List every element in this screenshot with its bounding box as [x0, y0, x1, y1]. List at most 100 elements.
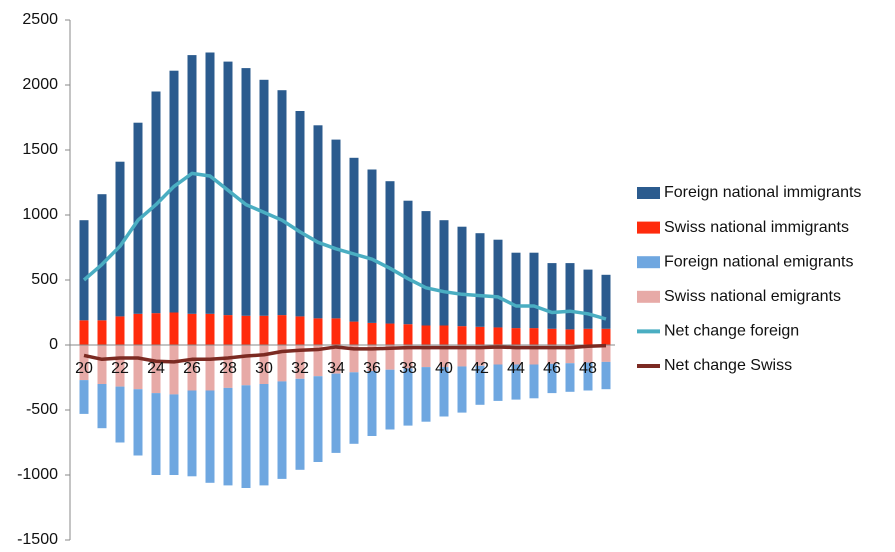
x-tick-label: 26	[183, 360, 201, 377]
bar	[439, 345, 449, 368]
bar	[529, 252, 539, 329]
bar	[79, 345, 89, 381]
bar	[169, 394, 179, 475]
bar	[493, 345, 503, 365]
bar	[151, 345, 161, 394]
bar	[367, 169, 377, 323]
y-tick-label: -500	[26, 401, 58, 418]
x-tick-label: 42	[471, 360, 489, 377]
legend-swatch	[637, 187, 660, 199]
bar	[97, 194, 107, 321]
bar	[547, 263, 557, 329]
bar	[565, 329, 575, 345]
bar	[493, 364, 503, 401]
bar	[259, 384, 269, 486]
bar	[439, 325, 449, 345]
bar	[223, 387, 233, 486]
bar	[475, 326, 485, 345]
legend-swatch	[637, 290, 660, 303]
x-tick-label: 24	[147, 360, 165, 377]
bar	[565, 263, 575, 330]
legend-label: Net change foreign	[664, 323, 799, 340]
bar	[241, 315, 251, 345]
bar	[583, 269, 593, 329]
bar	[385, 345, 395, 370]
bar	[421, 345, 431, 368]
bar	[529, 345, 539, 365]
bar	[493, 239, 503, 328]
bar	[277, 381, 287, 479]
x-tick-label: 22	[111, 360, 129, 377]
bar	[295, 378, 305, 470]
bar	[79, 380, 89, 414]
bar	[475, 233, 485, 327]
bar	[169, 70, 179, 313]
x-tick-label: 46	[543, 360, 561, 377]
x-tick-label: 36	[363, 360, 381, 377]
legend-label: Foreign national immigrants	[664, 184, 861, 201]
bar	[241, 385, 251, 488]
bar	[349, 321, 359, 345]
bar	[403, 324, 413, 345]
bar	[133, 313, 143, 345]
bar	[259, 345, 269, 384]
bar	[313, 345, 323, 377]
bar	[277, 315, 287, 345]
bar	[547, 363, 557, 394]
bar	[601, 274, 611, 329]
bar	[367, 322, 377, 345]
bar	[421, 367, 431, 422]
x-tick-label: 30	[255, 360, 273, 377]
bar	[151, 393, 161, 475]
line	[82, 171, 607, 321]
bar	[349, 157, 359, 322]
bar	[439, 367, 449, 417]
bar	[475, 345, 485, 366]
bar	[97, 320, 107, 345]
bar	[547, 328, 557, 345]
bar	[349, 345, 359, 373]
bar	[115, 386, 125, 443]
bar	[97, 384, 107, 429]
x-tick-label: 20	[75, 360, 93, 377]
bar	[565, 345, 575, 364]
bar	[133, 345, 143, 390]
legend-swatch	[637, 221, 660, 234]
bar	[169, 312, 179, 345]
bar	[331, 345, 341, 374]
bar	[439, 220, 449, 326]
bar	[331, 318, 341, 345]
y-tick-label: -1500	[17, 531, 58, 547]
bar	[601, 345, 611, 362]
bar	[601, 328, 611, 345]
bar	[223, 315, 233, 345]
bar	[205, 52, 215, 314]
bar	[403, 368, 413, 426]
line	[83, 343, 607, 364]
bar	[115, 161, 125, 317]
bar	[583, 362, 593, 391]
bar	[313, 318, 323, 345]
legend-swatch	[637, 256, 660, 269]
legend-label: Swiss national immigrants	[664, 219, 849, 236]
bar	[583, 345, 593, 363]
bar	[457, 345, 467, 367]
bar	[385, 323, 395, 345]
bar	[583, 328, 593, 345]
bar	[349, 372, 359, 444]
x-tick-label: 44	[507, 360, 525, 377]
bar	[565, 363, 575, 392]
bar	[79, 320, 89, 345]
bar	[547, 345, 557, 364]
bar	[421, 325, 431, 345]
bar	[205, 345, 215, 391]
bar	[205, 390, 215, 483]
bar	[223, 345, 233, 388]
bar	[331, 373, 341, 453]
bar	[277, 345, 287, 382]
y-tick-label: 2500	[22, 11, 58, 28]
bar	[241, 345, 251, 386]
bar	[367, 345, 377, 371]
bar	[187, 390, 197, 477]
